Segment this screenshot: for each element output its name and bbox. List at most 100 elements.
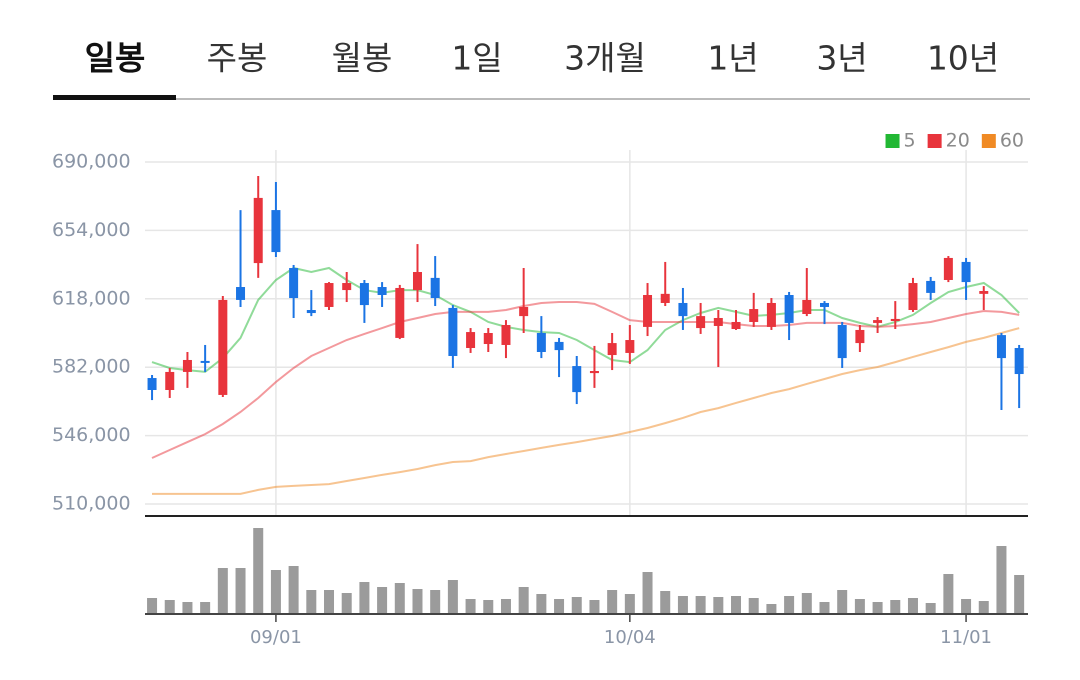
candle-body: [466, 332, 476, 349]
legend-swatch: [927, 134, 942, 148]
candle-body: [182, 359, 192, 372]
candle-body: [519, 306, 529, 317]
candle-body: [324, 283, 334, 307]
legend-swatch: [981, 134, 996, 148]
legend-label: 60: [1000, 130, 1024, 152]
moving-average-line: [151, 301, 1020, 459]
candle-body: [979, 291, 989, 294]
candle-body: [342, 283, 352, 291]
tab[interactable]: 1년: [707, 39, 758, 78]
volume-bar: [589, 600, 600, 613]
volume-bar: [430, 590, 441, 613]
y-tick-label: 546,000: [52, 424, 131, 446]
volume-bar: [235, 568, 246, 613]
candle-body: [731, 321, 741, 330]
candle-body: [749, 309, 759, 322]
volume-bar: [819, 602, 830, 613]
volume-bar: [147, 598, 158, 613]
volume-bar: [270, 570, 281, 613]
volume-bar: [766, 604, 777, 613]
y-tick-label: 654,000: [52, 219, 131, 241]
volume-bar: [288, 566, 299, 613]
volume-bar: [554, 599, 565, 613]
volume-bar: [341, 593, 352, 613]
volume-bar: [182, 602, 193, 613]
candle-body: [961, 261, 971, 283]
tab[interactable]: 주봉: [207, 39, 268, 78]
volume-bar: [748, 598, 759, 613]
tab[interactable]: 3년: [816, 39, 867, 78]
volume-bar: [642, 572, 653, 613]
candle-body: [819, 302, 829, 307]
candle-body: [678, 302, 688, 317]
candle-body: [200, 360, 210, 363]
candle-body: [660, 293, 670, 303]
candle-body: [890, 318, 900, 322]
volume-bar: [925, 603, 936, 613]
candle-body: [784, 295, 794, 323]
candle-body: [713, 317, 723, 326]
active-tab-underline: [53, 95, 176, 100]
y-tick-label: 690,000: [52, 151, 131, 173]
volume-bar: [1014, 575, 1025, 613]
volume-bar: [324, 590, 335, 613]
moving-average-line: [152, 327, 1020, 495]
candle-body: [253, 197, 263, 264]
candle-body: [1014, 348, 1024, 375]
volume-bar: [943, 574, 954, 613]
volume-bar: [571, 597, 582, 613]
volume-bar: [677, 596, 688, 613]
candle-body: [501, 325, 511, 345]
legend-swatch: [885, 134, 900, 148]
volume-bar: [217, 568, 228, 613]
legend-label: 20: [946, 130, 970, 152]
volume-bar: [837, 590, 848, 613]
candle-body: [837, 325, 847, 359]
tab[interactable]: 3개월: [564, 39, 646, 78]
volume-bar: [483, 600, 494, 613]
volume-bar: [854, 599, 865, 613]
volume-bar: [784, 596, 795, 613]
candle-body: [359, 283, 369, 306]
legend-label: 5: [904, 130, 916, 152]
candle-body: [696, 316, 706, 329]
volume-bar: [890, 600, 901, 613]
volume-bar: [713, 597, 724, 613]
volume-bar: [624, 594, 635, 613]
volume-bar: [412, 589, 423, 613]
tab[interactable]: 일봉: [85, 39, 146, 78]
y-tick-label: 618,000: [52, 287, 131, 309]
candle-body: [395, 287, 405, 338]
volume-bar: [518, 587, 529, 613]
moving-average-line: [151, 266, 1020, 373]
candle-body: [289, 268, 299, 299]
candle-body: [943, 257, 953, 280]
x-tick-label: 09/01: [250, 627, 302, 648]
volume-bar: [447, 580, 458, 613]
volume-bar: [200, 602, 211, 613]
tab[interactable]: 월봉: [332, 39, 393, 78]
tab[interactable]: 1일: [451, 39, 502, 78]
volume-bar: [253, 528, 264, 613]
y-tick-label: 510,000: [52, 493, 131, 515]
volume-bar: [660, 591, 671, 613]
volume-bar: [996, 546, 1007, 613]
volume-bar: [872, 602, 883, 613]
volume-bar: [164, 600, 175, 613]
volume-bar: [978, 601, 989, 613]
candle-body: [643, 295, 653, 327]
volume-bar: [306, 590, 317, 613]
volume-bar: [536, 594, 547, 613]
volume-bar: [961, 599, 972, 613]
candle-body: [430, 277, 440, 299]
volume-bar: [359, 582, 370, 613]
candle-body: [271, 210, 281, 253]
candle-body: [625, 340, 635, 353]
candle-body: [572, 366, 582, 393]
candle-body: [147, 378, 157, 390]
tab[interactable]: 10년: [927, 39, 999, 78]
x-tick-label: 10/04: [604, 627, 656, 648]
candle-body: [802, 299, 812, 314]
candle-body: [412, 272, 422, 291]
